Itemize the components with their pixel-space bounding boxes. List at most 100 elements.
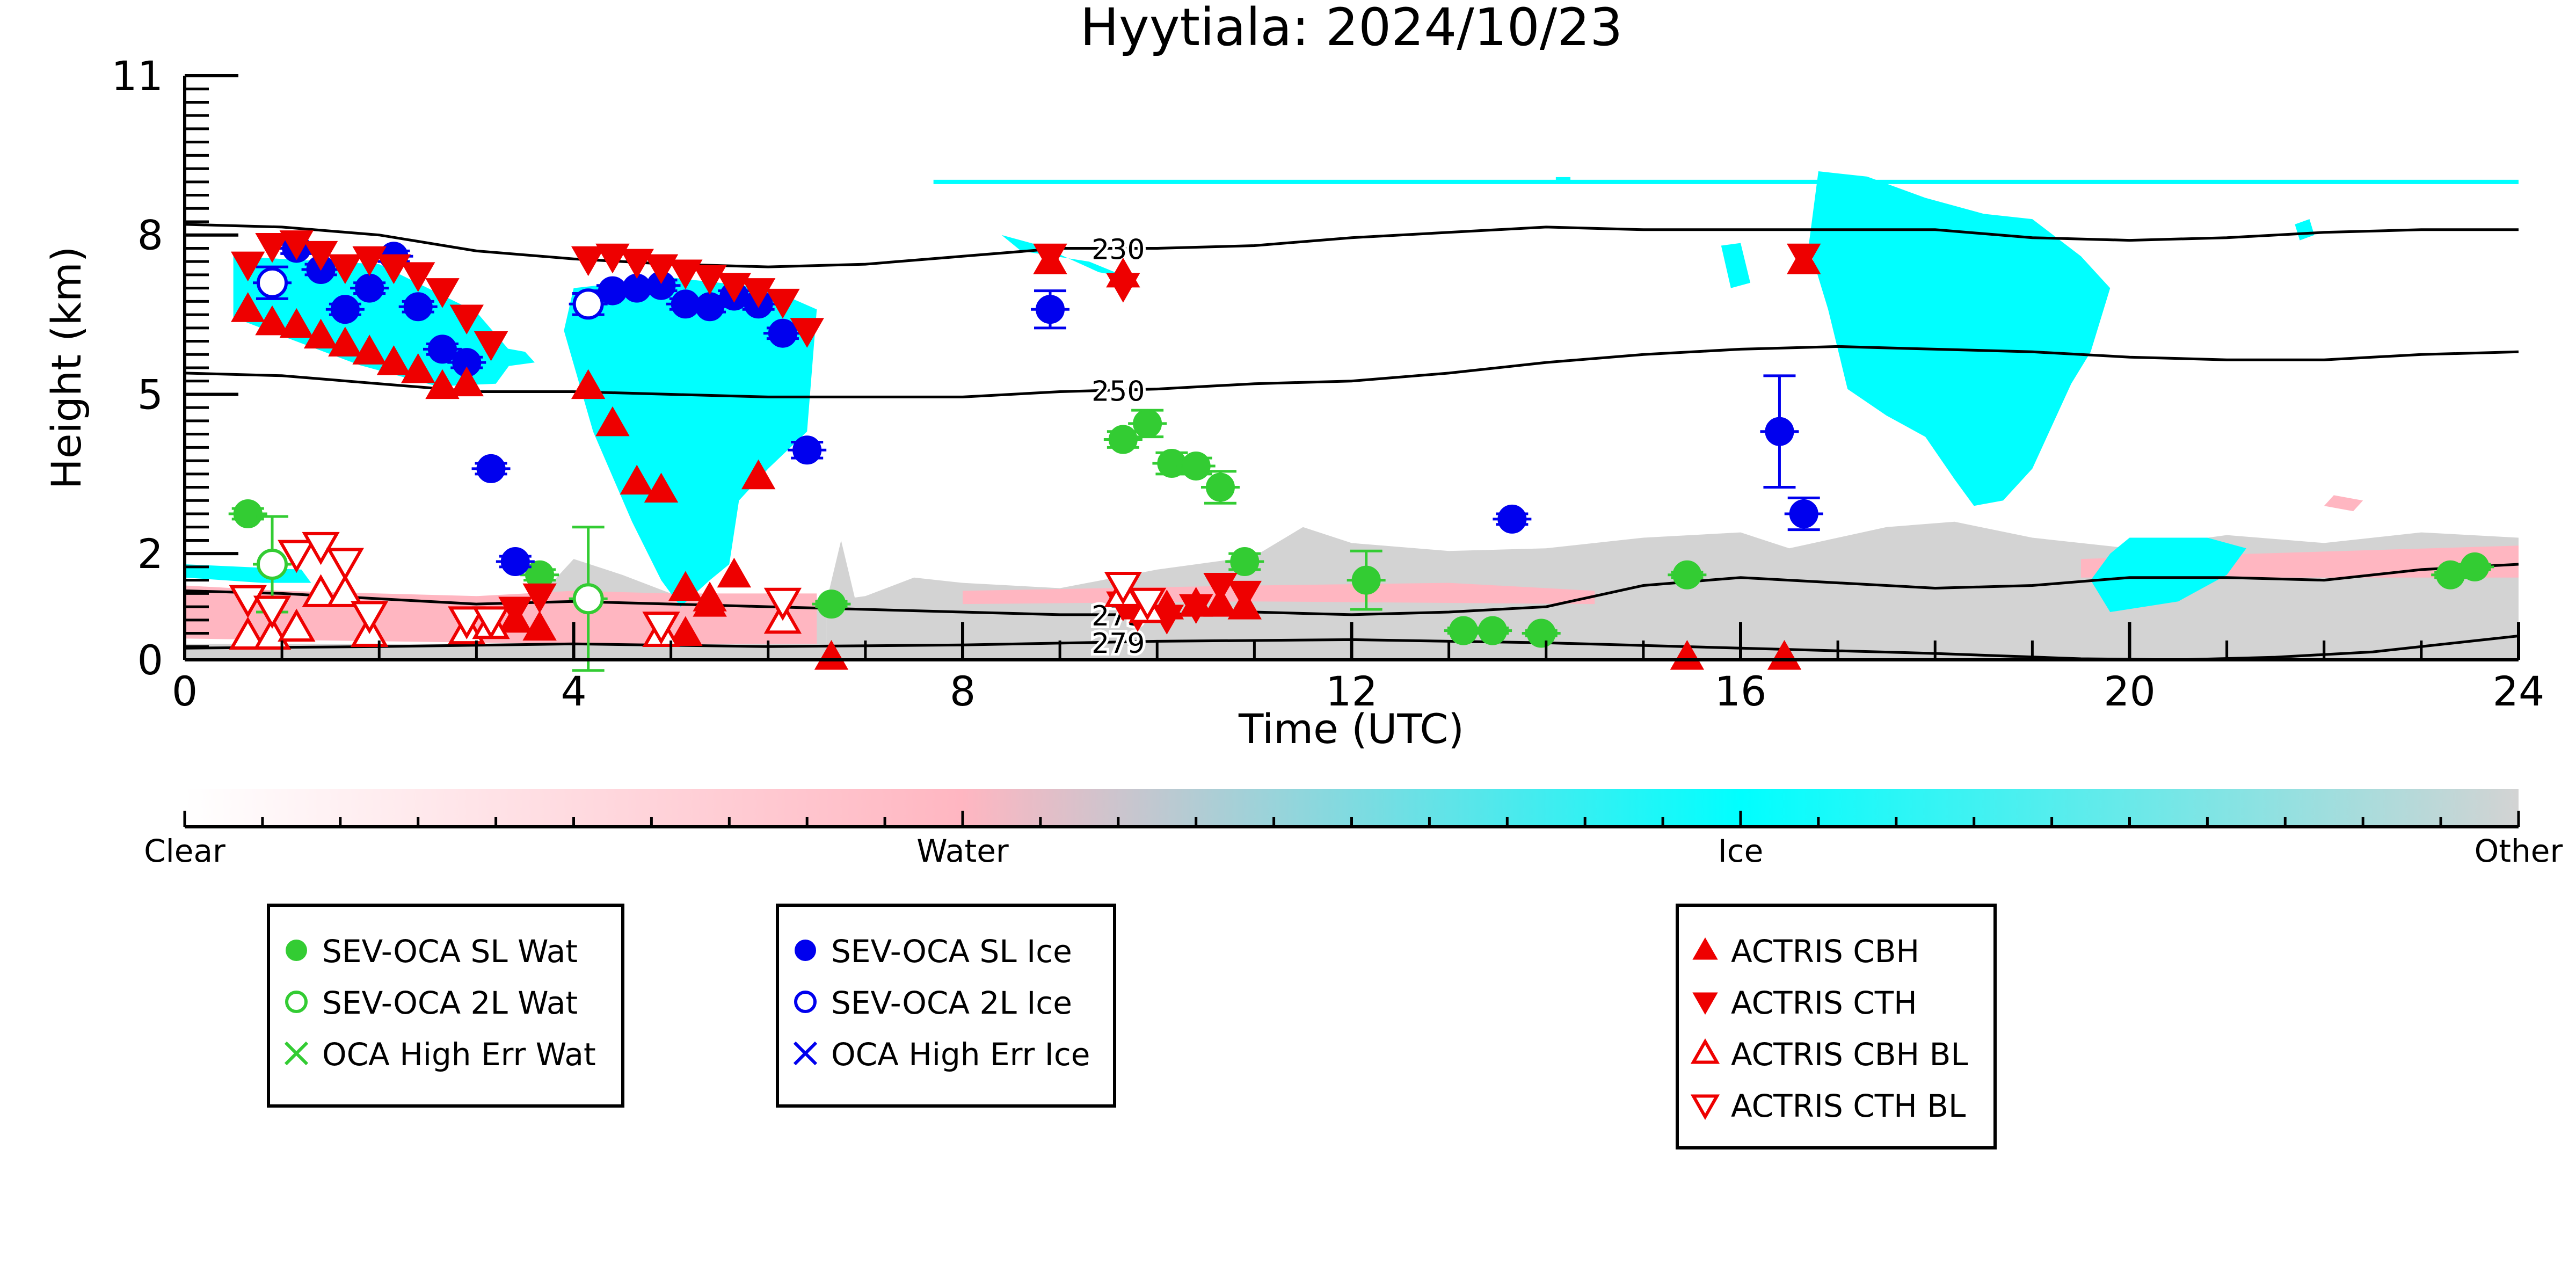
sev-oca-2l-wat-point [569,526,608,672]
mask-water-region [2324,495,2363,512]
actris-cbh-point [255,305,289,336]
y-tick-label: 5 [137,370,163,418]
actris-cbh-point [328,326,362,356]
actris-cbh-point [1767,640,1802,670]
actris-cbh-point [303,318,338,349]
sev-oca-sl-wat-point [1522,618,1561,648]
actris-cth-point [328,254,362,285]
actris-cth-point [1203,573,1238,603]
sev-oca-sl-wat-point-dot [1478,616,1508,645]
sev-oca-sl-ice-point-dot [768,318,797,348]
axes: 0 2 5 8 11 0 4 8 12 16 20 24 [111,52,2544,715]
actris-cth-bl-point [763,587,802,621]
sev-oca-sl-wat-point [1225,547,1264,577]
sev-oca-sl-ice-point-dot [427,334,457,364]
legend-frame [1676,904,1997,1149]
legends: SEV-OCA SL Wat SEV-OCA 2L Wat OCA High Err… [267,904,1997,1149]
colorbar-label: Ice [1718,833,1764,869]
legend-label: ACTRIS CBH BL [1731,1036,1968,1073]
legend-marker-triangle [1690,1094,1720,1120]
sev-oca-sl-ice-point-dot [500,547,530,577]
isotherm-line [185,223,2519,268]
legend-marker-open-circle [794,991,817,1013]
actris-cth-point [474,331,508,361]
sev-oca-sl-ice-point-dot [792,435,822,465]
isotherm-label: 279 [1091,628,1145,660]
actris-cbh-bl-point [302,574,340,607]
actris-cbh-point [425,369,460,399]
sev-oca-sl-wat-point [1444,616,1483,645]
actris-cbh-point [231,292,265,322]
sev-oca-sl-wat-point-dot [1351,565,1381,595]
mask-ice-region [564,277,817,607]
actris-cth-point [352,246,387,276]
sev-oca-sl-ice-point [1760,374,1799,489]
x-tick-label: 4 [561,667,586,715]
sev-oca-2l-ice-point [569,288,608,320]
sev-oca-sl-wat-point-dot [1449,616,1478,645]
actris-cth-point [741,278,776,308]
actris-cth-point [401,262,435,292]
sev-oca-sl-wat-point [2455,552,2494,581]
sev-oca-sl-wat-point-dot [2460,552,2490,581]
legend-marker-triangle [1692,937,1718,960]
x-tick-label: 16 [1715,667,1767,715]
sev-oca-sl-ice-point-dot [1789,499,1818,528]
y-axis-label: Height (km) [42,246,90,490]
actris-cbh-point [401,353,435,383]
actris-cth-point [279,230,314,260]
actris-cth-bl-point [350,601,389,634]
actris-cth-point [1227,580,1262,611]
actris-cbh-point [376,345,411,375]
legend-box: SEV-OCA SL Wat SEV-OCA 2L Wat OCA High Err… [267,904,624,1108]
sev-oca-sl-wat-point [228,499,267,528]
actris-cbh-point [279,308,314,338]
mask-ice-region [1721,243,1751,288]
actris-cth-point [231,251,265,282]
actris-cth-point [376,254,411,285]
colorbar-label: Other [2475,833,2563,869]
sev-oca-sl-ice-point-dot [403,292,433,322]
mask-ice-region [1808,171,2111,506]
sev-oca-sl-ice-point [788,435,827,465]
actris-cbh-point [522,610,557,641]
sev-oca-sl-ice-point [423,334,462,364]
actris-cth-point [571,246,606,276]
actris-cbh-point [741,459,776,490]
actris-cbh-point [449,366,484,397]
sev-oca-sl-wat-point [1347,549,1386,611]
actris-cth-point [644,254,679,285]
legend-marker-triangle [1692,992,1718,1015]
actris-cth-bl-point [253,595,292,629]
x-tick-label: 12 [1326,667,1378,715]
actris-cbh-point [571,369,606,399]
actris-cbh-point [644,472,679,503]
sev-oca-sl-wat-point-dot [1133,409,1162,438]
actris-cth-bl-point [1104,572,1143,605]
actris-cth-point [766,288,800,319]
legend-frame [776,904,1116,1108]
sev-oca-sl-ice-point [1784,496,1823,532]
legend-marker-triangle [1690,1038,1720,1064]
mask-other-region [826,540,856,602]
actris-cth-point [255,233,289,263]
legend-marker-cross [284,1041,309,1066]
y-tick-label: 8 [137,212,163,259]
x-tick-label: 24 [2493,667,2545,715]
legend-marker-filled-circle [286,940,307,961]
actris-cbh-point [620,464,654,495]
sev-oca-sl-wat-point [1668,560,1707,590]
actris-cth-point [1178,594,1213,624]
actris-cth-point [522,583,557,614]
colorbar-label: Clear [144,833,225,869]
actris-cbh-point [814,640,849,670]
actris-cth-bl-point [326,548,365,581]
sev-oca-sl-ice-point [325,295,365,324]
actris-cth-point [668,259,703,289]
colorbar-label: Water [916,833,1009,869]
sev-oca-sl-wat-point [1128,409,1167,439]
actris-cbh-point [668,616,703,646]
mask-ice-region [2091,537,2246,612]
